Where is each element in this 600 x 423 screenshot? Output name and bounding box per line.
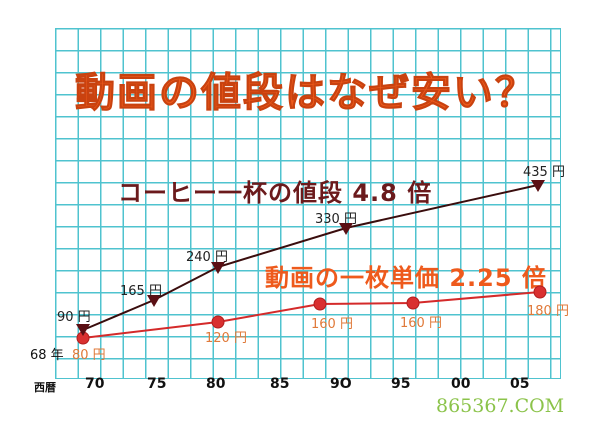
- x-tick-75: 75: [147, 376, 167, 392]
- coffee-point-1980: [211, 262, 225, 274]
- era-label: 西暦: [34, 381, 56, 394]
- coffee-point-1989: [339, 223, 353, 235]
- video-point-1987: [313, 297, 327, 311]
- x-tick-95: 95: [391, 376, 411, 392]
- coffee-point-1968: [76, 324, 90, 336]
- x-tick-70: 70: [85, 376, 105, 392]
- x-tick-85: 85: [270, 376, 290, 392]
- coffee-line: [82, 184, 539, 331]
- x-tick-00: 00: [451, 376, 471, 392]
- coffee-point-1975: [147, 295, 161, 307]
- chart-title: 動画の値段はなぜ安い？: [75, 70, 537, 117]
- x-tick-05: 05: [510, 376, 530, 392]
- watermark: 865367.COM: [436, 395, 565, 417]
- coffee-label-1975: 165 円: [120, 284, 162, 299]
- coffee-label-2004: 435 円: [523, 165, 565, 180]
- x-tick-80: 80: [206, 376, 226, 392]
- coffee-label-1989: 330 円: [315, 212, 357, 227]
- video-label-1987: 160 円: [311, 317, 353, 332]
- coffee-label-1968: 90 円: [57, 310, 91, 325]
- video-series-label: 動画の一枚単価 2.25 倍: [265, 264, 547, 292]
- video-label-1980: 120 円: [205, 331, 247, 346]
- video-point-1994: [406, 296, 420, 310]
- coffee-label-1980: 240 円: [186, 250, 228, 265]
- graph-paper-grid: [55, 28, 561, 379]
- coffee-series-label: コーヒー一杯の値段 4.8 倍: [118, 179, 433, 207]
- video-label-1968: 80 円: [72, 348, 106, 363]
- video-label-1994: 160 円: [400, 316, 442, 331]
- x-tick-90: 9O: [330, 376, 352, 392]
- video-label-2004: 180 円: [527, 304, 569, 319]
- start-year-label: 68 年: [30, 348, 64, 363]
- video-point-1980: [211, 315, 225, 329]
- coffee-point-2004: [531, 180, 545, 192]
- video-point-2004: [533, 285, 547, 299]
